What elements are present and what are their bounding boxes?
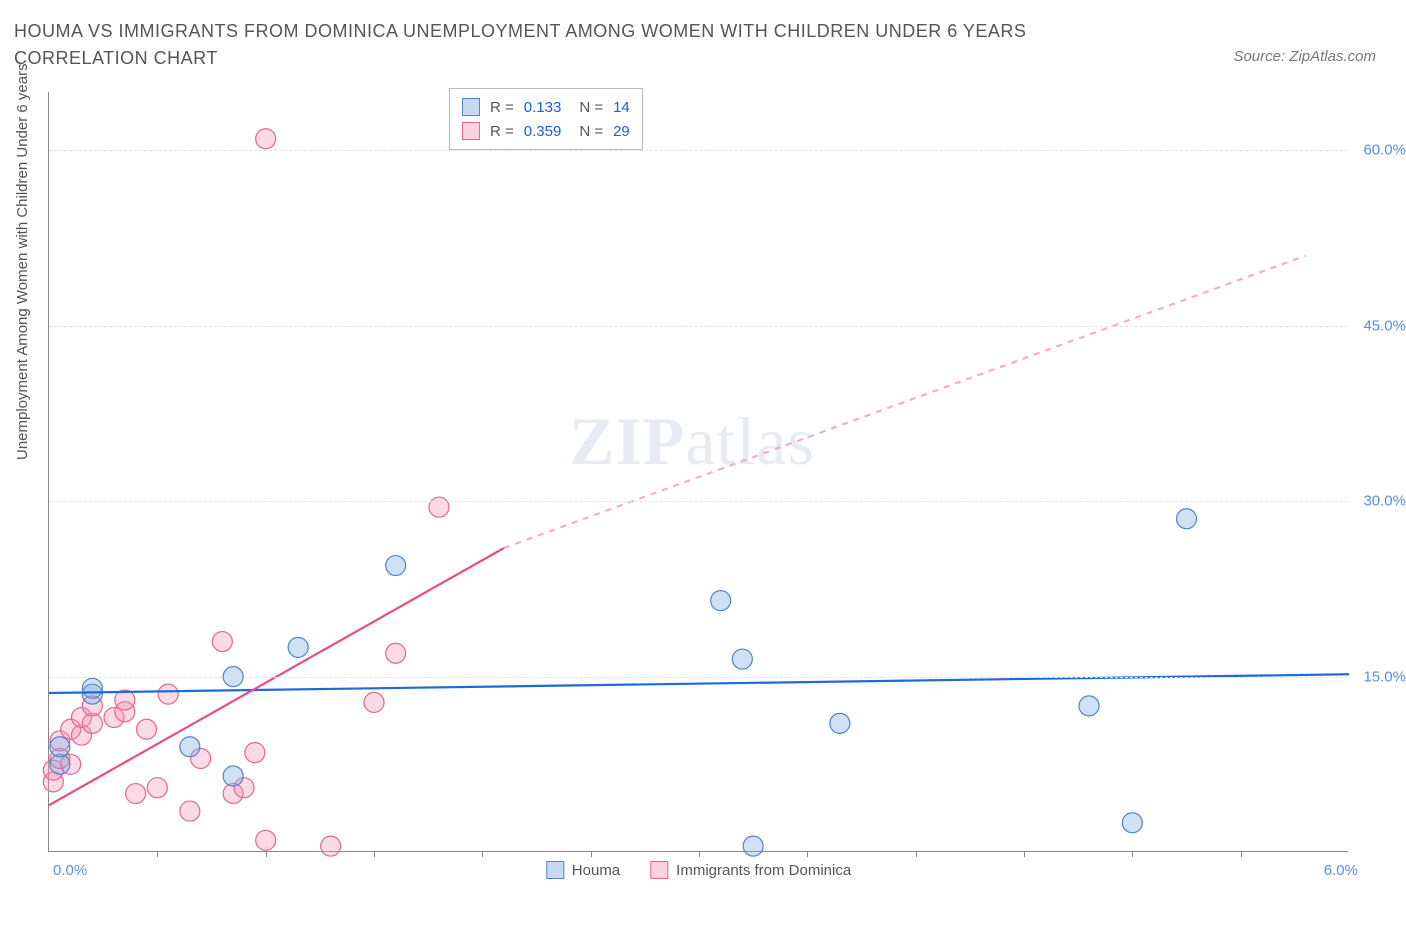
- x-tick: [1024, 851, 1025, 857]
- gridline: [49, 326, 1348, 327]
- gridline: [49, 150, 1348, 151]
- stat-legend-row: R = 0.133 N = 14: [462, 95, 630, 119]
- swatch-pink: [650, 861, 668, 879]
- data-point: [364, 692, 384, 712]
- data-point: [321, 836, 341, 856]
- data-point: [830, 713, 850, 733]
- n-value: 14: [613, 99, 630, 116]
- r-value: 0.359: [524, 123, 562, 140]
- swatch-pink: [462, 122, 480, 140]
- source-label: Source: ZipAtlas.com: [1233, 48, 1376, 65]
- x-tick: [916, 851, 917, 857]
- swatch-blue: [462, 98, 480, 116]
- data-point: [158, 684, 178, 704]
- data-point: [180, 801, 200, 821]
- data-point: [126, 784, 146, 804]
- gridline: [49, 677, 1348, 678]
- n-label: N =: [579, 99, 603, 116]
- data-point: [288, 637, 308, 657]
- data-point: [245, 743, 265, 763]
- x-tick: [1241, 851, 1242, 857]
- x-tick: [374, 851, 375, 857]
- x-max-label: 6.0%: [1324, 862, 1358, 879]
- data-point: [429, 497, 449, 517]
- legend-item-houma: Houma: [546, 861, 620, 879]
- legend-label: Houma: [572, 862, 620, 879]
- n-label: N =: [579, 123, 603, 140]
- legend-item-dominica: Immigrants from Dominica: [650, 861, 851, 879]
- data-point: [212, 632, 232, 652]
- y-tick-label: 30.0%: [1363, 493, 1406, 510]
- data-point: [1079, 696, 1099, 716]
- scatter-plot: [49, 92, 1348, 851]
- data-point: [1177, 509, 1197, 529]
- bottom-legend: Houma Immigrants from Dominica: [546, 861, 851, 879]
- x-tick: [699, 851, 700, 857]
- y-tick-label: 60.0%: [1363, 142, 1406, 159]
- data-point: [180, 737, 200, 757]
- x-tick: [266, 851, 267, 857]
- data-point: [386, 556, 406, 576]
- data-point: [82, 678, 102, 698]
- y-axis-label: Unemployment Among Women with Children U…: [14, 63, 31, 460]
- data-point: [256, 129, 276, 149]
- swatch-blue: [546, 861, 564, 879]
- data-point: [1122, 813, 1142, 833]
- data-point: [223, 766, 243, 786]
- x-tick: [807, 851, 808, 857]
- data-point: [711, 591, 731, 611]
- legend-label: Immigrants from Dominica: [676, 862, 851, 879]
- x-tick: [157, 851, 158, 857]
- x-tick: [591, 851, 592, 857]
- r-label: R =: [490, 123, 514, 140]
- x-tick: [482, 851, 483, 857]
- trend-line-dominica-extended: [504, 256, 1306, 548]
- r-label: R =: [490, 99, 514, 116]
- y-tick-label: 15.0%: [1363, 668, 1406, 685]
- data-point: [732, 649, 752, 669]
- chart-area: ZIPatlas R = 0.133 N = 14 R = 0.359 N = …: [48, 92, 1348, 852]
- x-tick: [1132, 851, 1133, 857]
- data-point: [137, 719, 157, 739]
- data-point: [743, 836, 763, 856]
- data-point: [50, 737, 70, 757]
- y-tick-label: 45.0%: [1363, 317, 1406, 334]
- gridline: [49, 501, 1348, 502]
- data-point: [256, 830, 276, 850]
- stat-legend: R = 0.133 N = 14 R = 0.359 N = 29: [449, 88, 643, 150]
- r-value: 0.133: [524, 99, 562, 116]
- n-value: 29: [613, 123, 630, 140]
- x-min-label: 0.0%: [53, 862, 87, 879]
- chart-title: HOUMA VS IMMIGRANTS FROM DOMINICA UNEMPL…: [14, 18, 1114, 72]
- data-point: [386, 643, 406, 663]
- data-point: [147, 778, 167, 798]
- stat-legend-row: R = 0.359 N = 29: [462, 119, 630, 143]
